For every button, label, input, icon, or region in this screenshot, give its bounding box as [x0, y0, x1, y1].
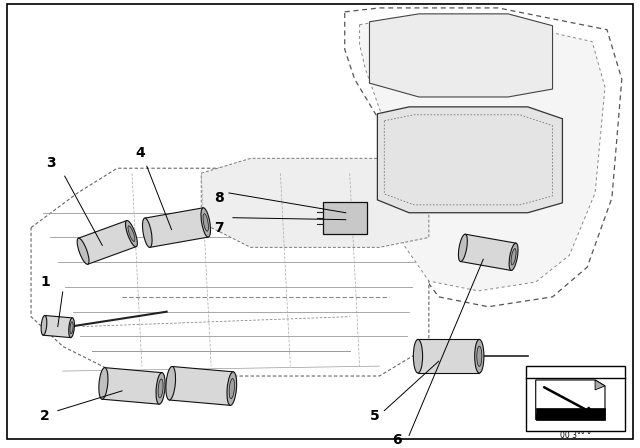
Ellipse shape: [203, 214, 209, 231]
Polygon shape: [418, 340, 479, 373]
Text: 8: 8: [214, 191, 224, 205]
Ellipse shape: [125, 220, 138, 247]
Polygon shape: [201, 158, 429, 247]
Ellipse shape: [201, 208, 211, 237]
Ellipse shape: [477, 346, 482, 366]
Ellipse shape: [413, 340, 422, 373]
Ellipse shape: [475, 340, 484, 373]
Ellipse shape: [143, 218, 152, 247]
Text: 3: 3: [46, 156, 56, 170]
Polygon shape: [378, 107, 563, 213]
Ellipse shape: [166, 366, 175, 400]
Text: 4: 4: [135, 146, 145, 160]
Polygon shape: [345, 8, 622, 307]
Ellipse shape: [68, 318, 74, 338]
Ellipse shape: [77, 238, 89, 264]
Polygon shape: [369, 14, 552, 97]
Ellipse shape: [41, 315, 47, 335]
Ellipse shape: [128, 226, 135, 241]
Bar: [323, 202, 367, 233]
Polygon shape: [536, 380, 605, 420]
Ellipse shape: [70, 322, 73, 334]
Text: 7: 7: [214, 220, 224, 235]
Ellipse shape: [511, 249, 516, 265]
Ellipse shape: [156, 373, 165, 404]
Ellipse shape: [158, 379, 163, 398]
Text: 6: 6: [392, 433, 402, 448]
Bar: [526, 366, 625, 431]
Polygon shape: [595, 380, 605, 390]
Polygon shape: [102, 368, 162, 404]
Text: 00 3°° °: 00 3°° °: [560, 431, 591, 440]
Text: 5: 5: [369, 409, 380, 422]
Ellipse shape: [229, 379, 234, 399]
Ellipse shape: [458, 234, 467, 262]
Polygon shape: [360, 20, 605, 291]
Bar: [536, 414, 605, 420]
Text: 1: 1: [40, 275, 50, 289]
Polygon shape: [78, 220, 136, 264]
Polygon shape: [31, 168, 429, 376]
Polygon shape: [169, 366, 234, 405]
Ellipse shape: [227, 372, 237, 405]
Text: 2: 2: [40, 409, 50, 422]
Bar: [536, 408, 605, 420]
Polygon shape: [145, 208, 209, 247]
Ellipse shape: [509, 243, 518, 271]
Polygon shape: [43, 315, 72, 338]
Ellipse shape: [99, 368, 108, 399]
Polygon shape: [460, 234, 516, 271]
